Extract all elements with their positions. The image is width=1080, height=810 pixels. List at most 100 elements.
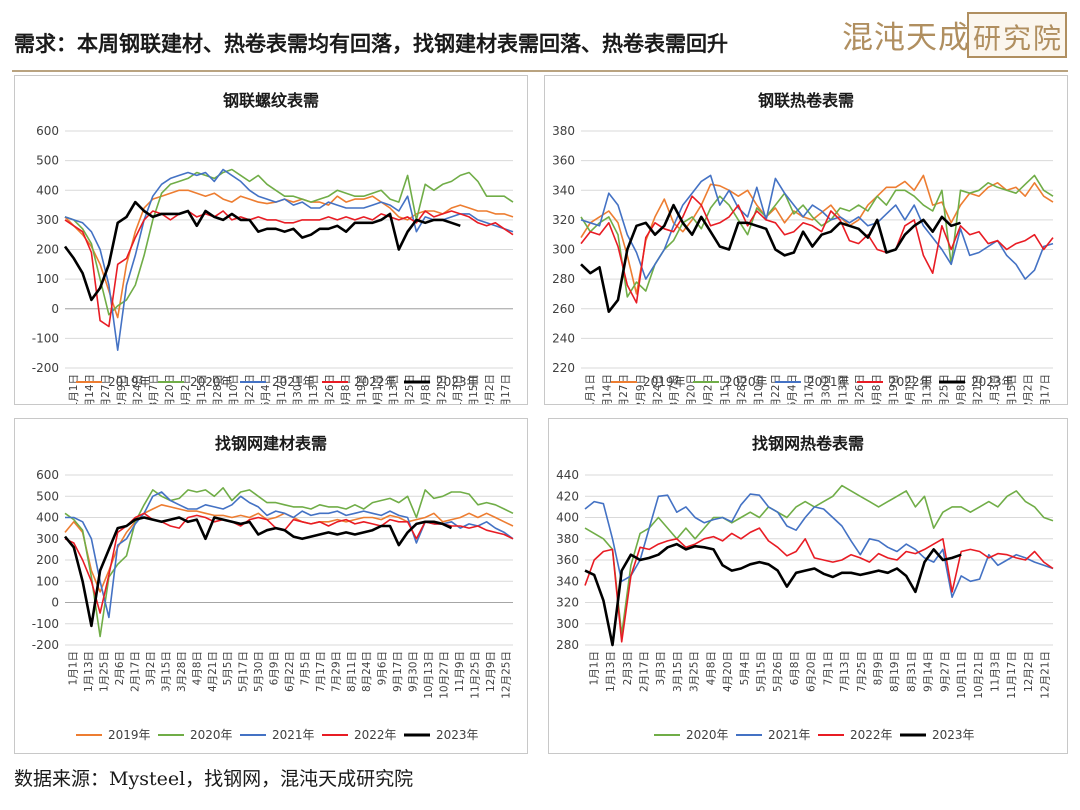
x-tick-label: 10月8日	[955, 374, 967, 404]
x-tick-label: 11月25日	[469, 651, 481, 699]
x-tick-label: 9月1日	[905, 374, 917, 404]
x-tick-label: 9月25日	[938, 374, 950, 404]
x-tick-label: 12月17日	[500, 374, 512, 404]
x-tick-label: 9月30日	[408, 651, 420, 692]
x-tick-label: 1月1日	[68, 651, 80, 685]
series-line	[584, 542, 962, 647]
x-tick-label: 7月25日	[856, 651, 868, 692]
legend-label: 2022年	[354, 375, 397, 389]
x-tick-label: 8月24日	[361, 651, 373, 692]
y-tick-label: 400	[36, 183, 59, 197]
x-tick-label: 7月13日	[308, 374, 320, 404]
x-tick-label: 7月26日	[854, 374, 866, 404]
x-tick-label: 4月21日	[207, 651, 219, 692]
y-tick-label: 340	[556, 574, 579, 588]
x-tick-label: 10月27日	[438, 651, 450, 699]
legend-label: 2020年	[725, 375, 768, 389]
x-tick-label: 11月3日	[989, 374, 1001, 404]
x-tick-label: 8月9日	[873, 651, 885, 685]
series-line	[580, 174, 1054, 295]
y-tick-label: 300	[36, 213, 59, 227]
legend-label: 2019年	[643, 375, 686, 389]
logo-text-box: 研究院	[973, 22, 1064, 55]
x-tick-label: 7月26日	[324, 374, 336, 404]
x-tick-label: 10月11日	[956, 651, 968, 699]
x-tick-label: 11月9日	[454, 651, 466, 692]
logo-box: 研究院	[967, 12, 1067, 58]
x-tick-label: 2月9日	[116, 374, 128, 404]
x-tick-label: 6月17日	[276, 374, 288, 404]
x-tick-label: 2月17日	[639, 651, 651, 692]
y-tick-label: 100	[36, 272, 59, 286]
x-tick-label: 5月10日	[753, 374, 765, 404]
chart-svg: 钢联螺纹表需 -200 -100 0 100 200 300 400 500 600 1月1日 1月1…	[32, 91, 514, 404]
x-tick-label: 6月4日	[787, 374, 799, 404]
series-line	[580, 195, 1054, 304]
y-tick-label: 300	[552, 243, 575, 257]
x-tick-label: 9月27日	[939, 651, 951, 692]
y-tick-label: -200	[32, 638, 59, 652]
chart-title: 找钢网热卷表需	[752, 434, 864, 453]
y-tick-label: 320	[556, 596, 579, 610]
x-tick-label: 5月22日	[770, 374, 782, 404]
series-line	[65, 491, 514, 619]
x-tick-label: 6月9日	[269, 651, 281, 685]
x-tick-label: 10月21日	[972, 374, 984, 404]
x-tick-label: 7月13日	[837, 374, 849, 404]
x-tick-label: 4月28日	[736, 374, 748, 404]
x-tick-label: 5月4日	[739, 651, 751, 685]
x-tick-label: 8月31日	[906, 651, 918, 692]
legend-label: 2020年	[190, 728, 233, 742]
x-tick-label: 12月2日	[484, 374, 496, 404]
x-tick-label: 3月28日	[176, 651, 188, 692]
x-tick-label: 1月27日	[618, 374, 630, 404]
x-tick-label: 11月15日	[1006, 374, 1018, 404]
x-tick-label: 3月25日	[689, 651, 701, 692]
x-tick-label: 12月17日	[1040, 374, 1052, 404]
legend-label: 2022年	[889, 375, 932, 389]
x-tick-label: 1月1日	[588, 651, 600, 685]
x-tick-label: 12月21日	[1040, 651, 1052, 699]
y-tick-label: -200	[32, 361, 59, 375]
y-tick-label: 440	[556, 468, 579, 482]
y-tick-label: 100	[36, 574, 59, 588]
x-tick-label: 4月15日	[196, 374, 208, 404]
legend-label: 2020年	[686, 728, 729, 742]
x-tick-label: 9月1日	[372, 374, 384, 404]
x-tick-label: 5月10日	[228, 374, 240, 404]
y-tick-label: 200	[36, 553, 59, 567]
x-tick-label: 9月25日	[404, 374, 416, 404]
x-tick-label: 2月24日	[652, 374, 664, 404]
y-tick-label: 500	[36, 489, 59, 503]
x-tick-label: 10月21日	[973, 651, 985, 699]
x-tick-label: 5月17日	[238, 651, 250, 692]
x-tick-label: 2月3日	[622, 651, 634, 685]
header-divider	[12, 70, 1068, 72]
x-tick-label: 7月5日	[299, 651, 311, 685]
x-tick-label: 10月13日	[423, 651, 435, 699]
x-tick-label: 7月13日	[839, 651, 851, 692]
legend-label: 2023年	[971, 375, 1014, 389]
y-tick-label: 360	[552, 154, 575, 168]
y-tick-label: 0	[51, 596, 59, 610]
legend-label: 2019年	[108, 728, 151, 742]
x-tick-label: 3月7日	[148, 374, 160, 404]
x-tick-label: 11月3日	[452, 374, 464, 404]
y-tick-label: 380	[556, 532, 579, 546]
x-tick-label: 3月15日	[672, 651, 684, 692]
x-tick-label: 8月19日	[888, 374, 900, 404]
chart-svg: 钢联热卷表需 220 240 260 280 300 320 340 360 380 1月1日 1月1…	[552, 91, 1054, 404]
y-tick-label: -100	[32, 331, 59, 345]
series-line	[64, 487, 514, 638]
x-tick-label: 9月17日	[392, 651, 404, 692]
y-tick-label: 340	[552, 183, 575, 197]
x-tick-label: 5月15日	[756, 651, 768, 692]
chart-title: 钢联螺纹表需	[223, 91, 319, 110]
legend-label: 2023年	[932, 728, 975, 742]
x-tick-label: 4月8日	[705, 651, 717, 685]
x-tick-label: 1月25日	[99, 651, 111, 692]
x-tick-label: 11月15日	[468, 374, 480, 404]
series-line	[64, 210, 514, 328]
x-tick-label: 1月13日	[605, 651, 617, 692]
x-tick-label: 5月22日	[244, 374, 256, 404]
